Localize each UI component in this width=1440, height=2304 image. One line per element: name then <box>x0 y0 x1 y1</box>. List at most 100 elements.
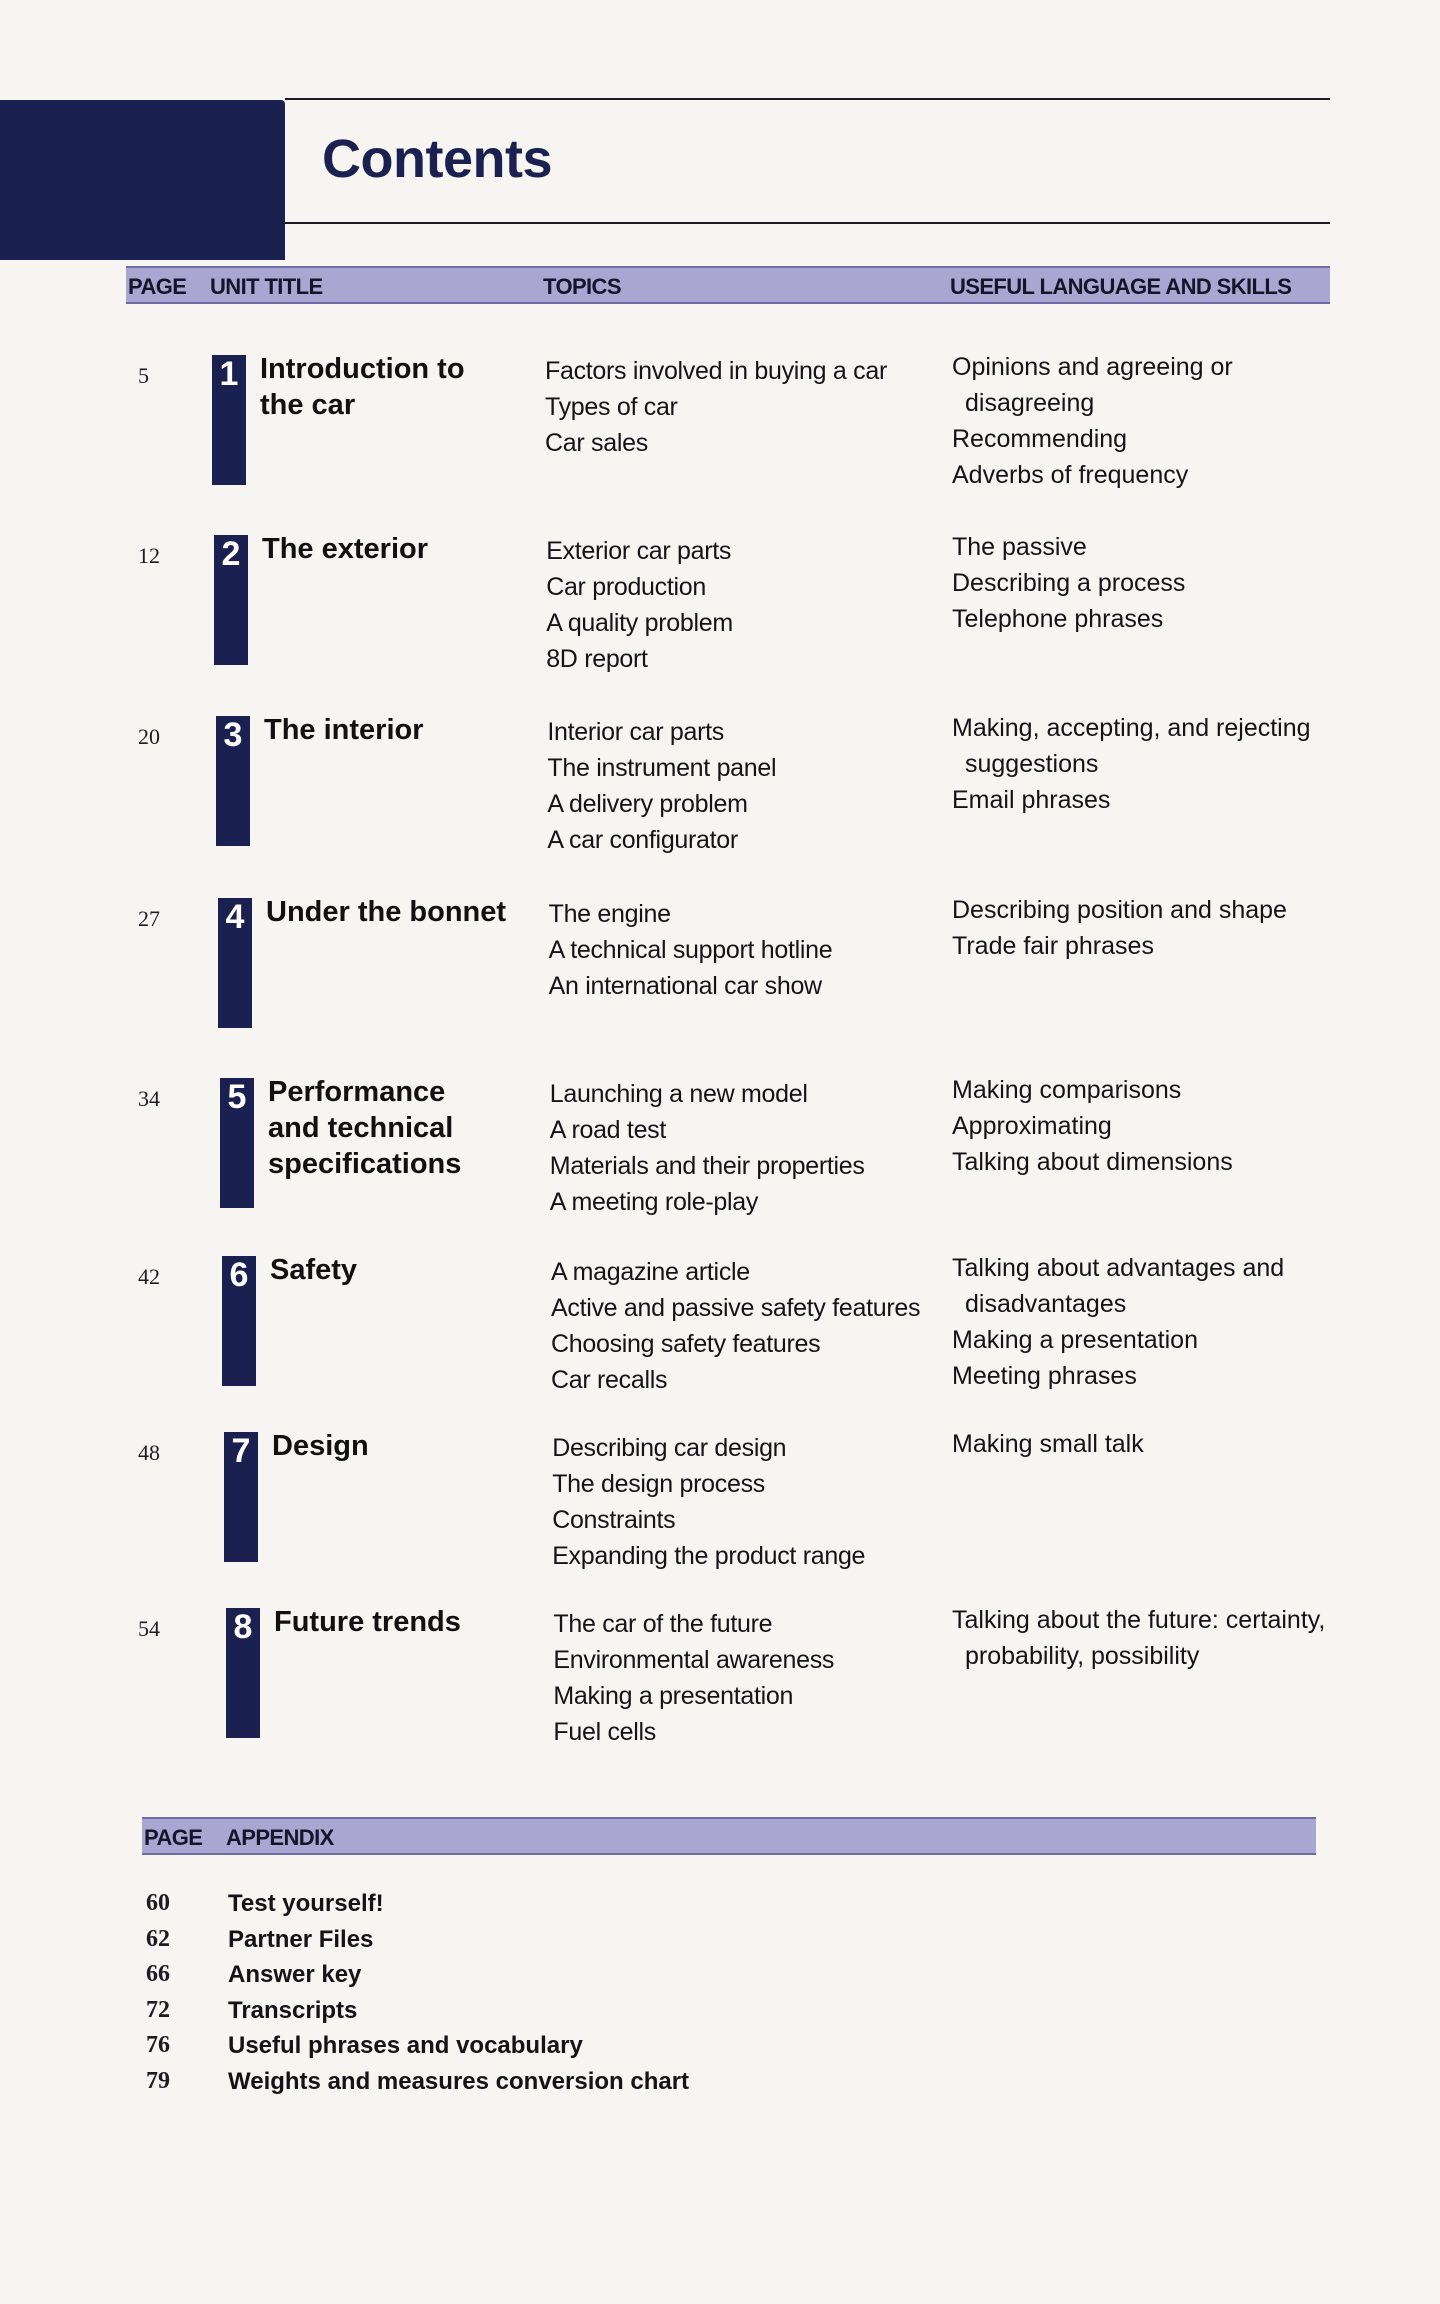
language-skill-item: Describing position and shape <box>952 896 1287 924</box>
topic-item: Describing car design <box>552 1434 787 1462</box>
appendix-row[interactable]: 72 Transcripts <box>0 1997 1440 2031</box>
unit-language-list: Making comparisons Approximating Talking a… <box>952 1072 1332 1180</box>
unit-title[interactable]: Introduction to the car <box>260 351 510 423</box>
appendix-page-number: 79 <box>146 2067 170 2094</box>
unit-title-line: Under the bonnet <box>266 896 507 928</box>
unit-title-line: Introduction to <box>260 353 465 385</box>
unit-language-list: Making small talk <box>952 1426 1332 1462</box>
topic-item: Types of car <box>545 393 678 421</box>
topic-item: Fuel cells <box>553 1718 656 1746</box>
unit-title-line: The exterior <box>262 533 428 565</box>
unit-language-list: Describing position and shape Trade fair … <box>952 892 1332 964</box>
unit-topics-list: A magazine article Active and passive saf… <box>551 1254 920 1398</box>
language-skill-item: The passive <box>952 533 1087 561</box>
appendix-row[interactable]: 62 Partner Files <box>0 1926 1440 1960</box>
unit-title-line: and technical <box>268 1112 454 1144</box>
unit-marker-bar: 3 <box>216 716 250 846</box>
unit-page-number: 5 <box>138 363 149 388</box>
page-title: Contents <box>322 129 552 189</box>
unit-title[interactable]: Future trends <box>274 1604 524 1640</box>
unit-marker-bar: 1 <box>212 355 246 485</box>
topic-item: The design process <box>552 1470 765 1498</box>
unit-title[interactable]: The interior <box>264 712 514 748</box>
topic-item: An international car show <box>548 972 823 1000</box>
unit-marker-bar: 2 <box>214 535 248 665</box>
column-header-useful-language: USEFUL LANGUAGE AND SKILLS <box>950 274 1292 299</box>
unit-row[interactable]: 20 3 The interior Interior car parts The ins… <box>0 714 1440 886</box>
column-header-band: PAGE UNIT TITLE TOPICS USEFUL LANGUAGE A… <box>126 266 1330 304</box>
header-rule-top <box>285 98 1330 100</box>
unit-row[interactable]: 12 2 The exterior Exterior car parts Car pro… <box>0 533 1440 705</box>
appendix-page-number: 66 <box>146 1961 170 1987</box>
unit-row[interactable]: 34 5 Performance and technical specification… <box>0 1076 1440 1248</box>
language-skill-item: suggestions <box>965 750 1099 778</box>
language-skill-item: probability, possibility <box>965 1642 1200 1670</box>
unit-row[interactable]: 54 8 Future trends The car of the future Env… <box>0 1606 1440 1778</box>
unit-language-list: Opinions and agreeing or disagreeing Recom… <box>952 349 1332 493</box>
unit-marker-bar: 5 <box>220 1078 254 1208</box>
topic-item: Interior car parts <box>547 718 724 746</box>
language-skill-item: Telephone phrases <box>952 605 1164 633</box>
unit-row[interactable]: 42 6 Safety A magazine article Active and pa… <box>0 1254 1440 1426</box>
unit-marker-bar: 8 <box>226 1608 260 1738</box>
unit-topics-list: Interior car parts The instrument panel A … <box>547 714 776 858</box>
unit-language-list: The passive Describing a process Telephone… <box>952 529 1332 637</box>
unit-topics-list: Describing car design The design process C… <box>552 1430 865 1574</box>
unit-row[interactable]: 48 7 Design Describing car design The design… <box>0 1430 1440 1602</box>
unit-number: 7 <box>231 1432 251 1470</box>
topic-item: Factors involved in buying a car <box>545 357 887 385</box>
language-skill-item: Talking about the future: certainty, <box>952 1606 1326 1634</box>
topic-item: Expanding the product range <box>552 1542 866 1570</box>
unit-title[interactable]: The exterior <box>262 531 512 567</box>
topic-item: Materials and their properties <box>549 1152 865 1180</box>
unit-page-number: 54 <box>138 1616 160 1641</box>
appendix-title: Weights and measures conversion chart <box>228 2067 690 2095</box>
unit-page-number: 48 <box>138 1440 160 1465</box>
unit-marker-bar: 7 <box>224 1432 258 1562</box>
appendix-title: Useful phrases and vocabulary <box>228 2032 583 2059</box>
header-accent-bar <box>0 100 285 260</box>
unit-title[interactable]: Safety <box>270 1252 520 1288</box>
topic-item: Choosing safety features <box>551 1330 821 1358</box>
topic-item: A delivery problem <box>547 790 748 818</box>
unit-number: 4 <box>225 898 245 936</box>
appendix-title: Test yourself! <box>228 1890 384 1917</box>
topic-item: Environmental awareness <box>553 1646 835 1674</box>
topic-item: A road test <box>549 1116 667 1144</box>
unit-title[interactable]: Performance and technical specifications <box>268 1074 518 1182</box>
language-skill-item: Approximating <box>952 1112 1112 1140</box>
appendix-row[interactable]: 79 Weights and measures conversion chart <box>0 2068 1440 2102</box>
unit-title-line: Performance <box>268 1076 446 1108</box>
column-header-page: PAGE <box>128 274 187 299</box>
topic-item: A car configurator <box>547 826 738 854</box>
unit-number: 5 <box>227 1078 247 1116</box>
appendix-row[interactable]: 66 Answer key <box>0 1961 1440 1995</box>
topic-item: A quality problem <box>546 609 733 637</box>
appendix-title: Answer key <box>228 1961 362 1988</box>
appendix-page-number: 76 <box>146 2032 170 2058</box>
appendix-row[interactable]: 76 Useful phrases and vocabulary <box>0 2032 1440 2066</box>
topic-item: A meeting role-play <box>549 1188 759 1216</box>
unit-row[interactable]: 27 4 Under the bonnet The engine A technical… <box>0 896 1440 1068</box>
unit-title[interactable]: Design <box>272 1428 522 1464</box>
appendix-page-number: 72 <box>146 1996 170 2023</box>
language-skill-item: disadvantages <box>965 1290 1127 1318</box>
unit-title-line: Design <box>272 1430 369 1462</box>
topic-item: 8D report <box>546 645 648 673</box>
topic-item: Exterior car parts <box>546 537 732 565</box>
topic-item: The instrument panel <box>547 754 777 782</box>
unit-language-list: Talking about advantages and disadvantage… <box>952 1250 1332 1394</box>
appendix-row[interactable]: 60 Test yourself! <box>0 1890 1440 1924</box>
unit-row[interactable]: 5 1 Introduction to the car Factors involved… <box>0 353 1440 525</box>
language-skill-item: Meeting phrases <box>952 1362 1137 1390</box>
unit-title-line: The interior <box>264 714 424 746</box>
appendix-page-number: 60 <box>146 1890 170 1916</box>
unit-number: 3 <box>223 716 243 754</box>
topic-item: Car sales <box>545 429 648 457</box>
topic-item: The car of the future <box>553 1610 773 1638</box>
unit-number: 8 <box>233 1608 253 1646</box>
unit-topics-list: The car of the future Environmental aware… <box>553 1606 834 1750</box>
unit-title[interactable]: Under the bonnet <box>266 894 516 930</box>
language-skill-item: Describing a process <box>952 569 1186 597</box>
